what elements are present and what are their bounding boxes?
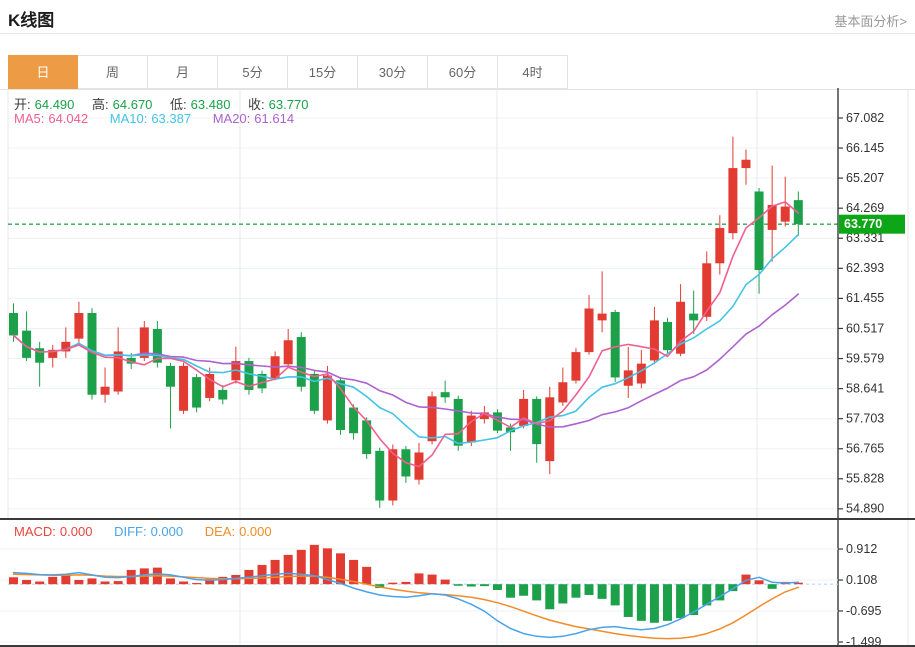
tab-4hour[interactable]: 4时 — [498, 55, 568, 89]
svg-text:58.641: 58.641 — [846, 381, 884, 395]
svg-text:-1.499: -1.499 — [846, 635, 881, 647]
tab-60min[interactable]: 60分 — [428, 55, 498, 89]
tab-month[interactable]: 月 — [148, 55, 218, 89]
timeframe-tabbar: 日周月 5分 15分 30分 60分 4时 — [0, 55, 915, 90]
svg-text:63.770: 63.770 — [844, 217, 882, 231]
svg-text:63.331: 63.331 — [846, 231, 884, 245]
svg-text:0.108: 0.108 — [846, 573, 877, 587]
tab-30min[interactable]: 30分 — [358, 55, 428, 89]
svg-text:57.703: 57.703 — [846, 411, 884, 425]
svg-text:65.207: 65.207 — [846, 171, 884, 185]
svg-text:66.145: 66.145 — [846, 141, 884, 155]
svg-text:55.828: 55.828 — [846, 472, 884, 486]
tab-day[interactable]: 日 — [8, 55, 78, 89]
svg-text:62.393: 62.393 — [846, 261, 884, 275]
title-divider — [0, 33, 915, 34]
tab-5min[interactable]: 5分 — [218, 55, 288, 89]
tab-week[interactable]: 周 — [78, 55, 148, 89]
svg-text:67.082: 67.082 — [846, 111, 884, 125]
svg-text:59.579: 59.579 — [846, 351, 884, 365]
svg-text:56.765: 56.765 — [846, 442, 884, 456]
svg-text:61.455: 61.455 — [846, 291, 884, 305]
page-title: K线图 — [8, 11, 55, 30]
fundamental-analysis-link[interactable]: 基本面分析> — [834, 14, 907, 29]
svg-text:64.269: 64.269 — [846, 201, 884, 215]
svg-text:0.912: 0.912 — [846, 542, 877, 556]
svg-text:54.890: 54.890 — [846, 502, 884, 516]
svg-text:60.517: 60.517 — [846, 321, 884, 335]
svg-text:-0.695: -0.695 — [846, 604, 881, 618]
tab-15min[interactable]: 15分 — [288, 55, 358, 89]
